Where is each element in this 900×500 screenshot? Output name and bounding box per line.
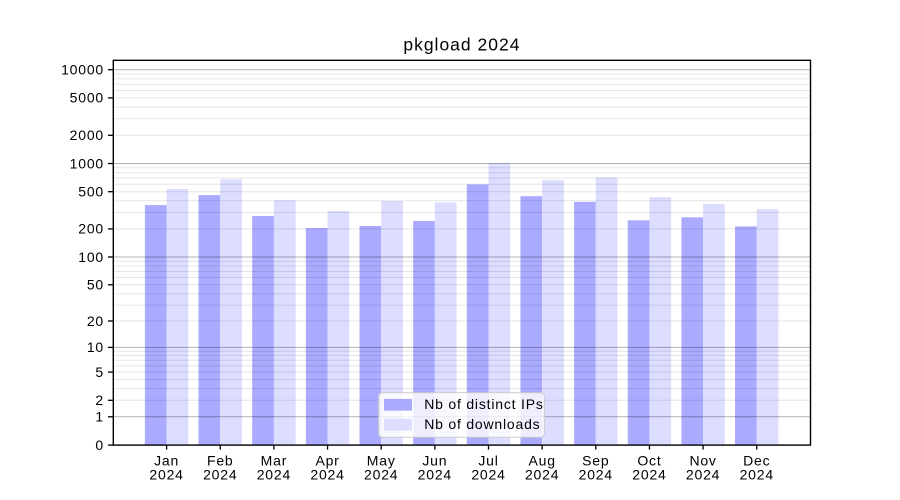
svg-text:200: 200 <box>78 221 104 237</box>
svg-text:10: 10 <box>87 339 104 355</box>
svg-text:pkgload 2024: pkgload 2024 <box>403 35 520 55</box>
svg-text:50: 50 <box>87 277 104 293</box>
svg-text:Oct: Oct <box>637 452 661 468</box>
svg-text:2024: 2024 <box>525 467 559 483</box>
svg-text:2024: 2024 <box>149 467 183 483</box>
svg-text:2024: 2024 <box>203 467 237 483</box>
svg-text:Nb of downloads: Nb of downloads <box>424 416 540 432</box>
svg-text:2024: 2024 <box>418 467 452 483</box>
svg-text:1: 1 <box>95 409 104 425</box>
svg-text:0: 0 <box>95 437 104 453</box>
svg-text:Sep: Sep <box>582 452 609 468</box>
svg-text:Dec: Dec <box>743 452 770 468</box>
svg-text:Aug: Aug <box>528 452 555 468</box>
svg-text:Nov: Nov <box>689 452 716 468</box>
svg-text:500: 500 <box>78 184 104 200</box>
svg-text:May: May <box>367 452 396 468</box>
svg-text:10000: 10000 <box>61 62 104 78</box>
svg-text:Jul: Jul <box>478 452 498 468</box>
svg-text:20: 20 <box>87 313 104 329</box>
svg-text:2024: 2024 <box>257 467 291 483</box>
svg-text:2024: 2024 <box>579 467 613 483</box>
svg-text:Jun: Jun <box>422 452 447 468</box>
svg-text:100: 100 <box>78 249 104 265</box>
svg-text:Jan: Jan <box>154 452 179 468</box>
svg-text:2024: 2024 <box>310 467 344 483</box>
svg-text:2000: 2000 <box>70 127 104 143</box>
svg-text:2024: 2024 <box>686 467 720 483</box>
svg-text:5: 5 <box>95 364 104 380</box>
svg-text:Nb of distinct IPs: Nb of distinct IPs <box>424 396 543 412</box>
svg-text:5000: 5000 <box>70 90 104 106</box>
svg-text:Mar: Mar <box>261 452 288 468</box>
svg-text:Apr: Apr <box>315 452 339 468</box>
svg-text:Feb: Feb <box>207 452 234 468</box>
svg-text:2: 2 <box>95 392 104 408</box>
svg-text:1000: 1000 <box>70 155 104 171</box>
svg-text:2024: 2024 <box>471 467 505 483</box>
svg-text:2024: 2024 <box>740 467 774 483</box>
svg-text:2024: 2024 <box>364 467 398 483</box>
svg-text:2024: 2024 <box>632 467 666 483</box>
